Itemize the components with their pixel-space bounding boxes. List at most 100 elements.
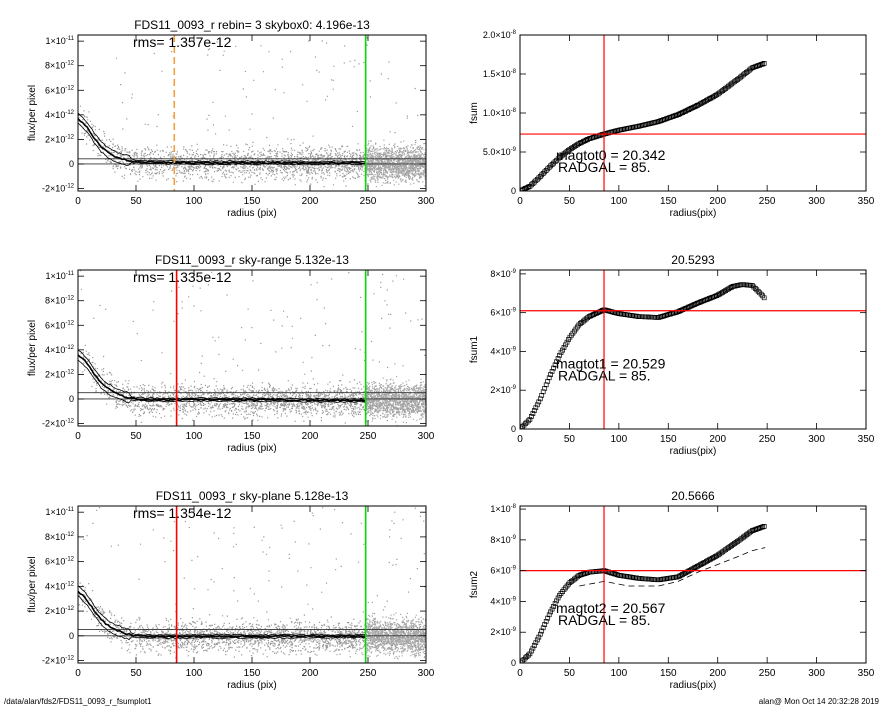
x-tick-label: 250 (759, 434, 776, 445)
plot-area (520, 506, 866, 663)
profile-lower-envelope (78, 595, 366, 641)
plot-area (78, 270, 426, 426)
growth-curve-points (520, 524, 767, 663)
x-tick-label: 300 (418, 196, 435, 207)
plot-area (78, 35, 426, 191)
y-tick-label: 1.5×10-8 (483, 69, 517, 79)
y-tick-label: 2×10-12 (45, 369, 75, 379)
y-tick-label: 0 (511, 424, 516, 434)
x-tick-label: 100 (611, 434, 628, 445)
chart-title: 20.5293 (671, 253, 715, 267)
profile-mean-line (78, 118, 366, 165)
x-tick-label: 150 (244, 431, 261, 442)
y-axis-label: flux/per pixel (27, 320, 38, 376)
x-tick-label: 250 (759, 196, 776, 207)
rms-annotation: rms= 1.357e-12 (133, 34, 232, 50)
y-tick-label: 0 (69, 394, 74, 404)
y-tick-label: 4×10-12 (45, 581, 75, 591)
y-tick-label: 1.0×10-8 (483, 108, 517, 118)
x-tick-label: 150 (244, 668, 261, 679)
plot-area (520, 270, 866, 429)
chart-title: 20.5666 (671, 489, 715, 503)
y-tick-label: 8×10-9 (490, 269, 516, 279)
x-tick-label: 50 (564, 434, 576, 445)
x-tick-label: 350 (858, 668, 875, 679)
x-axis-label: radius(pix) (670, 680, 717, 691)
y-tick-label: 8×10-12 (45, 61, 75, 71)
y-tick-label: -2×10-12 (42, 419, 75, 429)
plot-area (520, 35, 866, 191)
y-axis-label: flux/per pixel (27, 85, 38, 141)
x-tick-label: 150 (244, 196, 261, 207)
profile-lower-envelope (78, 359, 366, 403)
x-tick-label: 100 (611, 668, 628, 679)
footer-path: /data/alan/fds2/FDS11_0093_r_fsumplot1 (4, 697, 152, 706)
x-tick-label: 200 (302, 196, 319, 207)
y-tick-label: 2×10-12 (45, 134, 75, 144)
y-tick-label: 4×10-9 (490, 346, 516, 356)
profile-upper-envelope (78, 585, 366, 637)
y-tick-label: 2×10-12 (45, 606, 75, 616)
x-axis-label: radius (pix) (227, 680, 276, 691)
y-tick-label: 6×10-9 (490, 308, 516, 318)
chart-title: FDS11_0093_r rebin= 3 skybox0: 4.196e-13 (134, 18, 370, 32)
y-tick-label: 8×10-9 (490, 535, 516, 545)
chart-profile-1: rms= 1.357e-12 0 50 100 150 200 250 300 -2×10-12… (27, 18, 435, 219)
x-tick-label: 200 (709, 668, 726, 679)
x-tick-label: 0 (517, 668, 523, 679)
x-tick-label: 300 (808, 196, 825, 207)
scatter-sky-band (365, 139, 426, 188)
chart-title: FDS11_0093_r sky-plane 5.128e-13 (156, 489, 349, 503)
plot-frame (519, 505, 867, 664)
profile-mean-line (78, 590, 366, 639)
plot-frame (519, 269, 867, 430)
y-tick-label: 0 (69, 631, 74, 641)
chart-profile-3: rms= 1.354e-12 0 50 100 150 200 250 300 -2×10-12… (27, 489, 435, 691)
y-tick-label: 4×10-12 (45, 110, 75, 120)
x-tick-label: 250 (360, 668, 377, 679)
x-tick-label: 0 (75, 196, 81, 207)
profile-mean-line (78, 354, 366, 402)
y-axis-label: fsum (469, 102, 480, 124)
x-tick-label: 50 (564, 668, 576, 679)
chart-title: FDS11_0093_r sky-range 5.132e-13 (155, 253, 349, 267)
y-tick-label: 4×10-12 (45, 345, 75, 355)
y-tick-label: 2×10-9 (490, 385, 516, 395)
x-tick-label: 300 (808, 668, 825, 679)
y-tick-label: 4×10-9 (490, 596, 516, 606)
x-tick-label: 250 (360, 431, 377, 442)
x-tick-label: 200 (709, 434, 726, 445)
rms-annotation: rms= 1.335e-12 (133, 269, 232, 285)
y-tick-label: 2×10-9 (490, 627, 516, 637)
x-tick-label: 350 (858, 434, 875, 445)
x-tick-label: 300 (418, 668, 435, 679)
y-tick-label: 6×10-12 (45, 85, 75, 95)
y-tick-label: -2×10-12 (42, 184, 75, 194)
growth-curve-dashed (579, 547, 766, 587)
radgal-annotation: RADGAL = 85. (558, 159, 650, 175)
x-tick-label: 0 (517, 434, 523, 445)
x-tick-label: 150 (660, 196, 677, 207)
rms-annotation: rms= 1.354e-12 (133, 505, 232, 521)
chart-profile-2: rms= 1.335e-12 0 50 100 150 200 250 300 -2×10-12… (27, 253, 435, 454)
scatter-sky-band (365, 612, 426, 660)
y-tick-label: 1×10-11 (45, 36, 74, 46)
y-tick-label: -2×10-12 (42, 656, 75, 666)
x-tick-label: 0 (517, 196, 523, 207)
x-axis-label: radius (pix) (227, 208, 276, 219)
profile-lower-envelope (78, 122, 366, 167)
x-axis-label: radius(pix) (670, 446, 717, 457)
y-axis-label: fsum2 (469, 570, 480, 598)
x-tick-label: 350 (858, 196, 875, 207)
y-tick-label: 2.0×10-8 (483, 30, 517, 40)
x-tick-label: 50 (130, 196, 142, 207)
y-tick-label: 5.0×10-9 (483, 147, 517, 157)
y-tick-label: 8×10-12 (45, 296, 75, 306)
magtot-annotation: magtot0 = 20.342 (556, 147, 666, 163)
y-axis-label: flux/per pixel (27, 556, 38, 612)
x-tick-label: 0 (75, 431, 81, 442)
y-axis-label: fsum1 (469, 335, 480, 363)
